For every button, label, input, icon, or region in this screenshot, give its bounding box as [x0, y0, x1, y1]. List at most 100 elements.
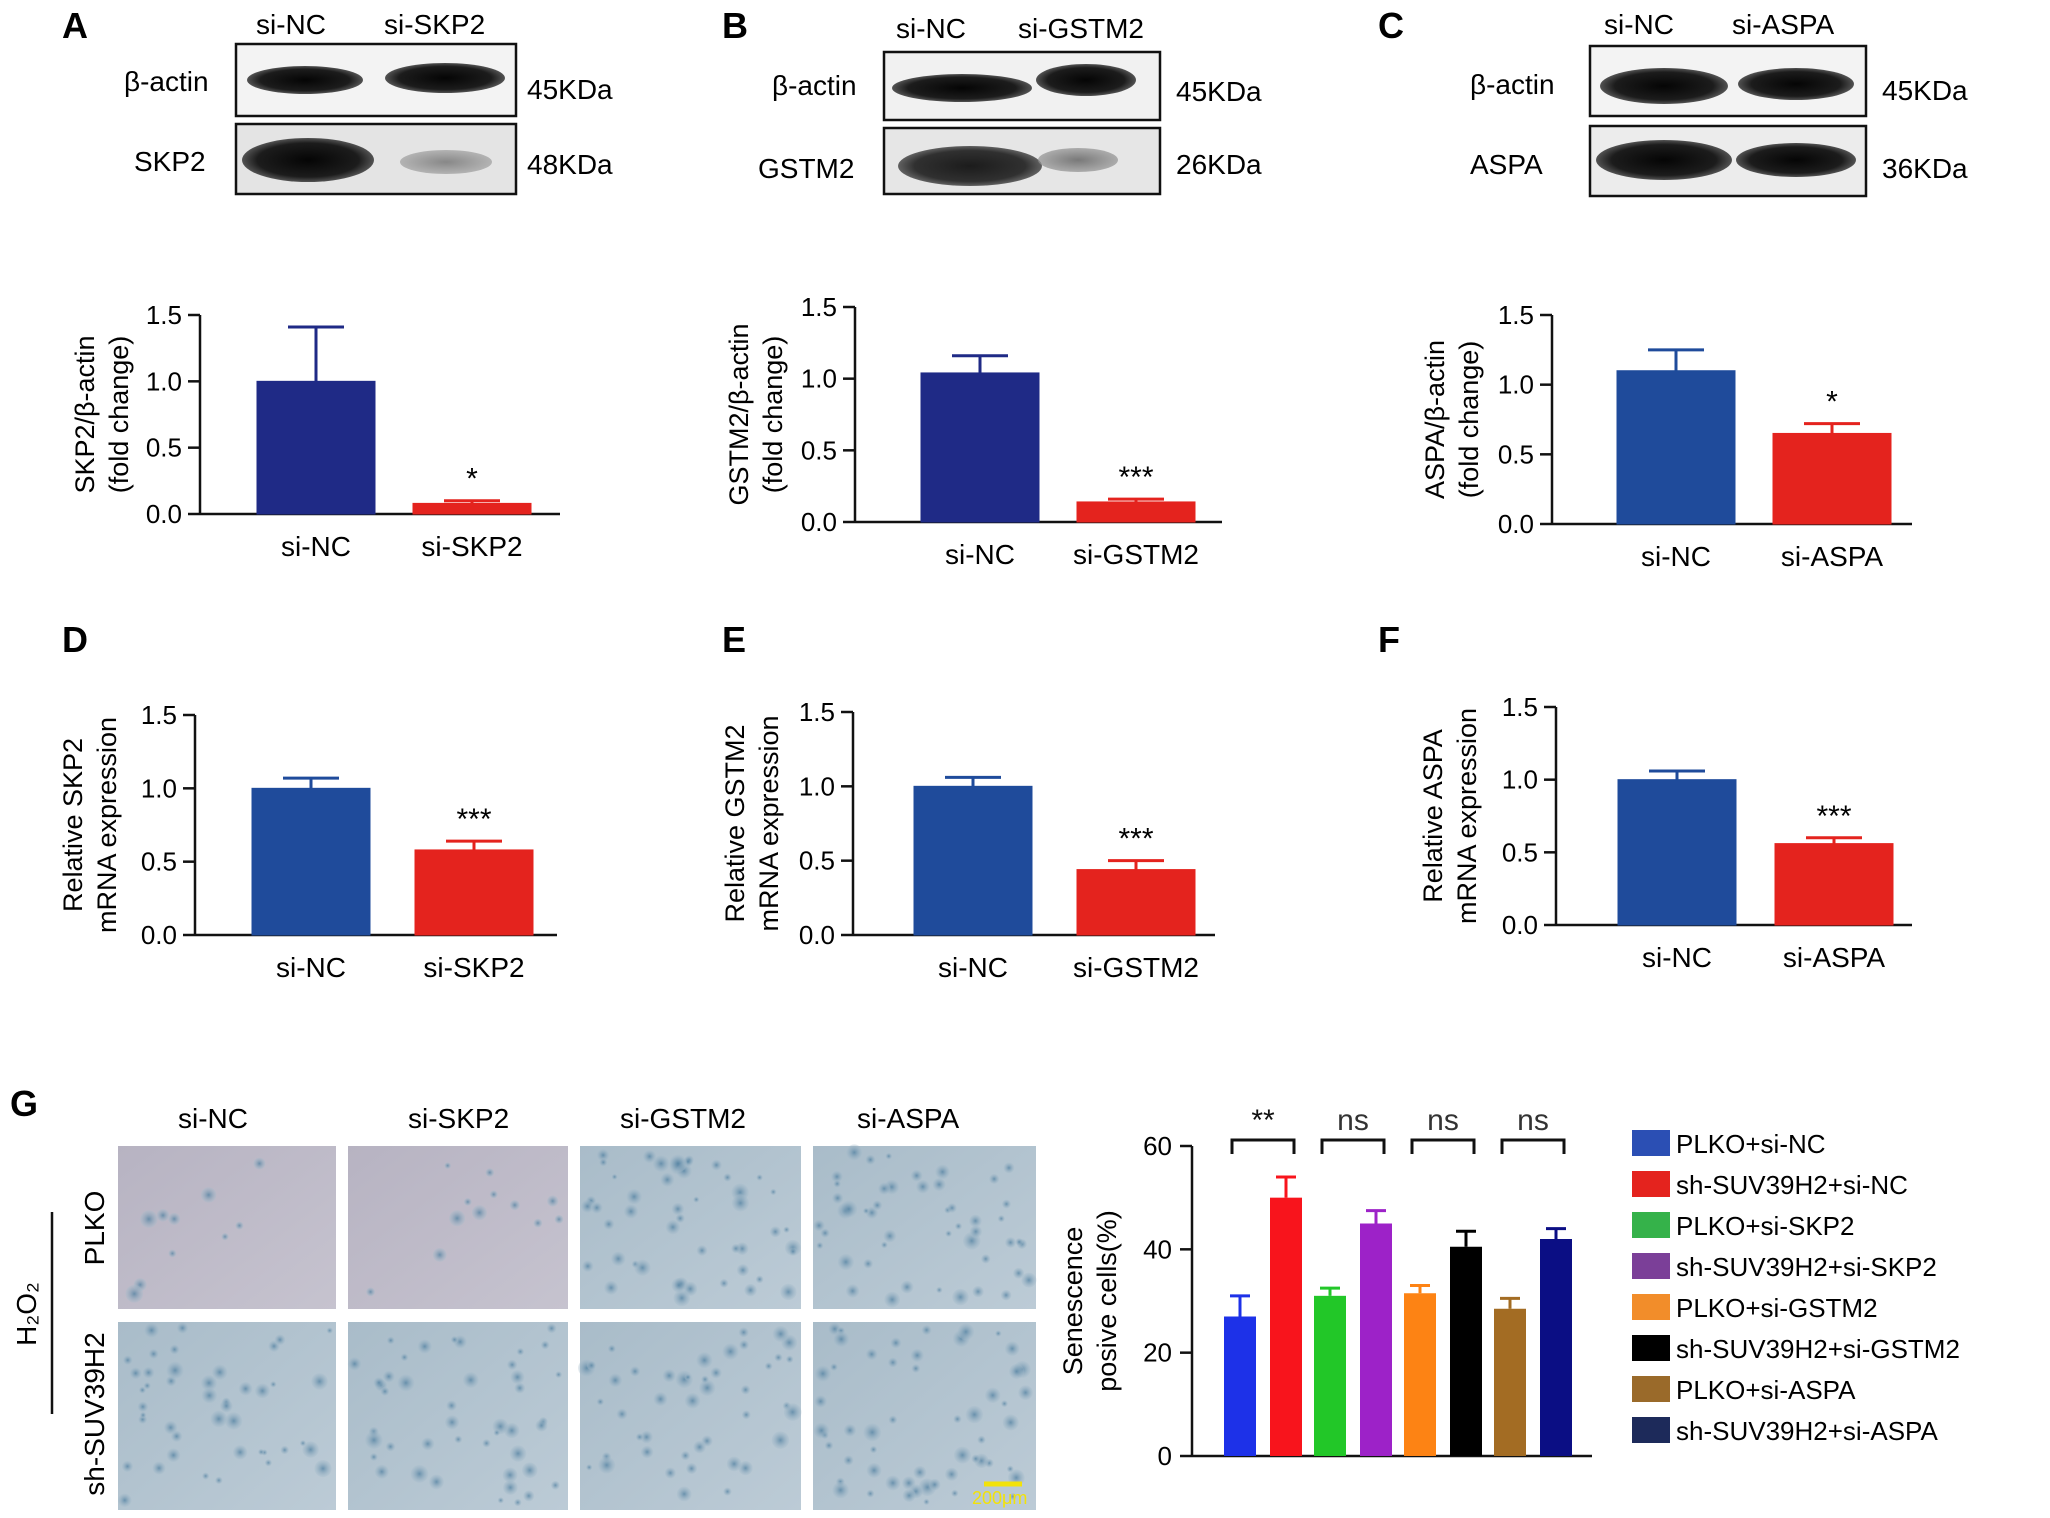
- cell: [642, 1149, 657, 1164]
- y-tick-label: 0.0: [141, 920, 177, 950]
- legend-label: sh-SUV39H2+si-GSTM2: [1676, 1334, 1960, 1364]
- cell: [410, 1464, 429, 1483]
- cell: [139, 1411, 147, 1419]
- x-category-label: si-ASPA: [1783, 942, 1885, 973]
- cell: [671, 1277, 687, 1293]
- cell: [789, 1247, 797, 1256]
- cell: [215, 1476, 223, 1485]
- cell: [913, 1465, 927, 1479]
- cell: [833, 1179, 841, 1188]
- cell: [463, 1197, 472, 1206]
- scale-bar-label: 200μm: [972, 1488, 1027, 1508]
- chart-g-legend: PLKO+si-NC sh-SUV39H2+si-NC PLKO+si-SKP2 sh…: [1632, 1129, 1960, 1446]
- cell: [493, 1429, 501, 1436]
- cell: [696, 1352, 713, 1369]
- cell: [533, 1218, 543, 1228]
- cell: [741, 1410, 751, 1420]
- y-axis-label: SKP2/β-actin: [70, 335, 100, 493]
- cell: [1015, 1238, 1024, 1246]
- cell: [497, 1497, 504, 1504]
- cell: [972, 1285, 984, 1298]
- y-axis-label: Senescence: [1058, 1227, 1088, 1376]
- cell: [662, 1369, 676, 1383]
- cell: [866, 1462, 882, 1478]
- cell: [164, 1420, 178, 1435]
- legend-swatch: [1632, 1212, 1670, 1238]
- cell: [485, 1168, 495, 1177]
- cell: [596, 1148, 610, 1162]
- cell: [684, 1392, 701, 1409]
- cell: [936, 1286, 943, 1294]
- cell: [755, 1275, 764, 1284]
- bar-si-nc: [1617, 779, 1737, 926]
- micrograph-grid: si-NC si-SKP2 si-GSTM2 si-ASPA 200μm PLK…: [11, 1103, 1037, 1510]
- cell: [884, 1291, 901, 1308]
- cell: [676, 1486, 692, 1502]
- chart-a: 0.0 0.5 1.0 1.5 si-NC si-SKP2 * SKP2/β-actin (fo…: [70, 300, 560, 562]
- chart-f: 0.0 0.5 1.0 1.5 si-NC si-ASPA *** Relative ASPA…: [1418, 692, 1912, 973]
- cell: [953, 1414, 962, 1424]
- cell: [507, 1359, 518, 1370]
- cell: [502, 1467, 518, 1483]
- cell: [554, 1214, 564, 1224]
- y-tick-label: 1.5: [1502, 692, 1538, 722]
- cell: [739, 1339, 749, 1350]
- bar: [1224, 1316, 1256, 1456]
- y-tick-label: 0.0: [1502, 910, 1538, 940]
- cell: [510, 1370, 525, 1385]
- cell: [816, 1241, 824, 1250]
- cell: [598, 1456, 616, 1474]
- micrograph-sh-si-aspa: [813, 1322, 1036, 1510]
- panel-f-label: F: [1378, 619, 1400, 660]
- cell: [397, 1374, 415, 1392]
- cell: [1001, 1400, 1008, 1408]
- y-axis-label: GSTM2/β-actin: [724, 323, 754, 505]
- bar-si-nc: [251, 787, 371, 936]
- cell: [820, 1228, 830, 1238]
- blot-a-row-1-protein: β-actin: [124, 66, 209, 97]
- cell: [509, 1200, 520, 1211]
- y-tick-label: 1.0: [801, 364, 837, 394]
- cell: [722, 1343, 739, 1360]
- cell: [1000, 1289, 1012, 1301]
- y-tick-label: 0.5: [801, 435, 837, 465]
- cell: [696, 1245, 708, 1256]
- cell: [989, 1173, 1000, 1185]
- cell: [380, 1386, 390, 1396]
- cell: [210, 1410, 228, 1428]
- comparison-bracket: [1500, 1138, 1566, 1154]
- legend-swatch: [1632, 1294, 1670, 1320]
- cell: [1004, 1341, 1020, 1356]
- y-tick-label: 1.5: [146, 300, 182, 330]
- legend-swatch: [1632, 1376, 1670, 1402]
- micrograph-sh-si-gstm2: [580, 1322, 801, 1510]
- cell: [833, 1331, 850, 1348]
- cell: [1009, 1492, 1017, 1501]
- cell: [923, 1498, 930, 1505]
- cell: [740, 1385, 751, 1395]
- chart-g: 0 20 40 60 ** ns ns ns Senescence posive cells(%): [1058, 1104, 1592, 1471]
- bar-si-nc: [920, 372, 1040, 523]
- y-tick-label: 0.5: [146, 433, 182, 463]
- y-tick-label: 0.5: [141, 847, 177, 877]
- comparison-bracket: [1410, 1138, 1476, 1154]
- blot-b-band-1: [892, 74, 1032, 102]
- cell: [129, 1367, 142, 1380]
- cell: [969, 1225, 982, 1238]
- blot-c: si-NC si-ASPA β-actin ASPA 45KDa 36KDa: [1470, 9, 1968, 198]
- cell: [503, 1480, 518, 1495]
- significance-mark: ***: [1118, 461, 1153, 494]
- cell: [845, 1284, 860, 1298]
- comparison-bracket: [1320, 1138, 1386, 1154]
- cell: [921, 1325, 932, 1336]
- blot-b: si-NC si-GSTM2 β-actin GSTM2 45KDa 26KDa: [758, 13, 1262, 196]
- cell: [122, 1355, 133, 1365]
- cell: [347, 1357, 362, 1371]
- micrograph-cells: [118, 1144, 1037, 1507]
- cell: [156, 1209, 170, 1222]
- cell: [611, 1173, 618, 1180]
- cell: [144, 1322, 160, 1338]
- cell: [254, 1383, 270, 1399]
- cell: [253, 1157, 266, 1170]
